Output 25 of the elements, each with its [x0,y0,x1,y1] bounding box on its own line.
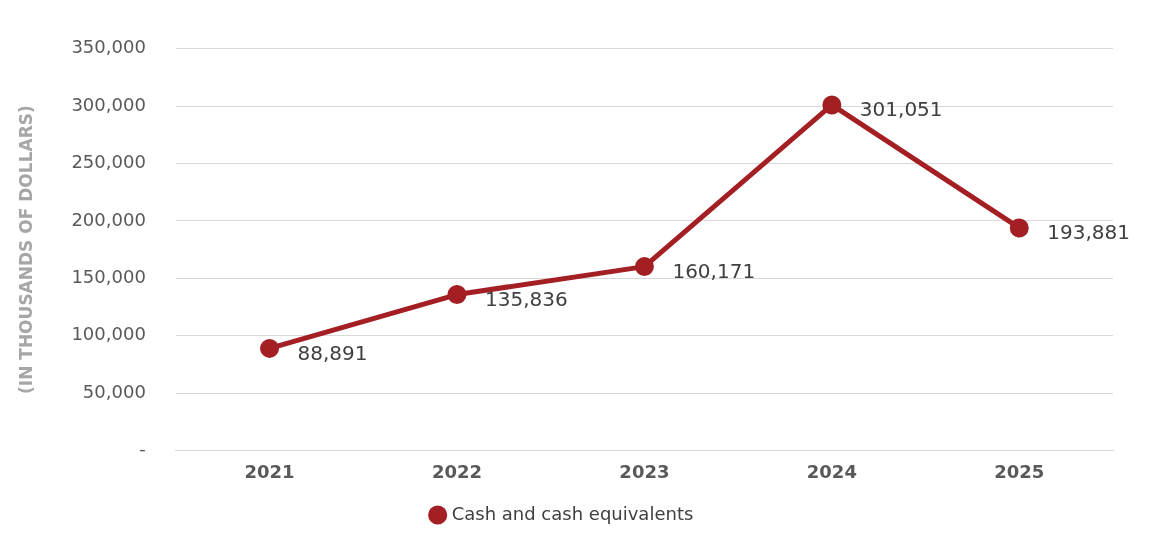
point [447,285,467,305]
legend-label: Cash and cash equivalents [451,502,694,524]
y-axis-title: (IN THOUSANDS OF DOLLARS) [15,105,36,394]
x-tick-label: 2021 [244,460,295,482]
y-tick-label: 300,000 [71,93,146,115]
data-label: 301,051 [859,97,943,122]
point [1009,218,1029,238]
x-tick-label: 2024 [806,460,857,482]
y-tick-label: 200,000 [71,208,146,230]
point [634,257,654,277]
data-label: 160,171 [672,258,756,283]
point [822,95,842,115]
y-tick-label: 50,000 [82,380,146,402]
data-label: 135,836 [484,286,568,311]
y-tick-label: 100,000 [71,323,146,345]
data-label: 88,891 [297,340,368,365]
y-tick-label: 250,000 [71,151,146,173]
data-label: 193,881 [1047,220,1130,245]
x-tick-label: 2023 [619,460,670,482]
x-tick-label: 2025 [994,460,1045,482]
y-tick-label: 350,000 [71,36,146,58]
point [260,338,280,358]
x-tick-label: 2022 [431,460,483,482]
y-tick-label: - [139,438,146,460]
y-tick-label: 150,000 [71,265,146,287]
